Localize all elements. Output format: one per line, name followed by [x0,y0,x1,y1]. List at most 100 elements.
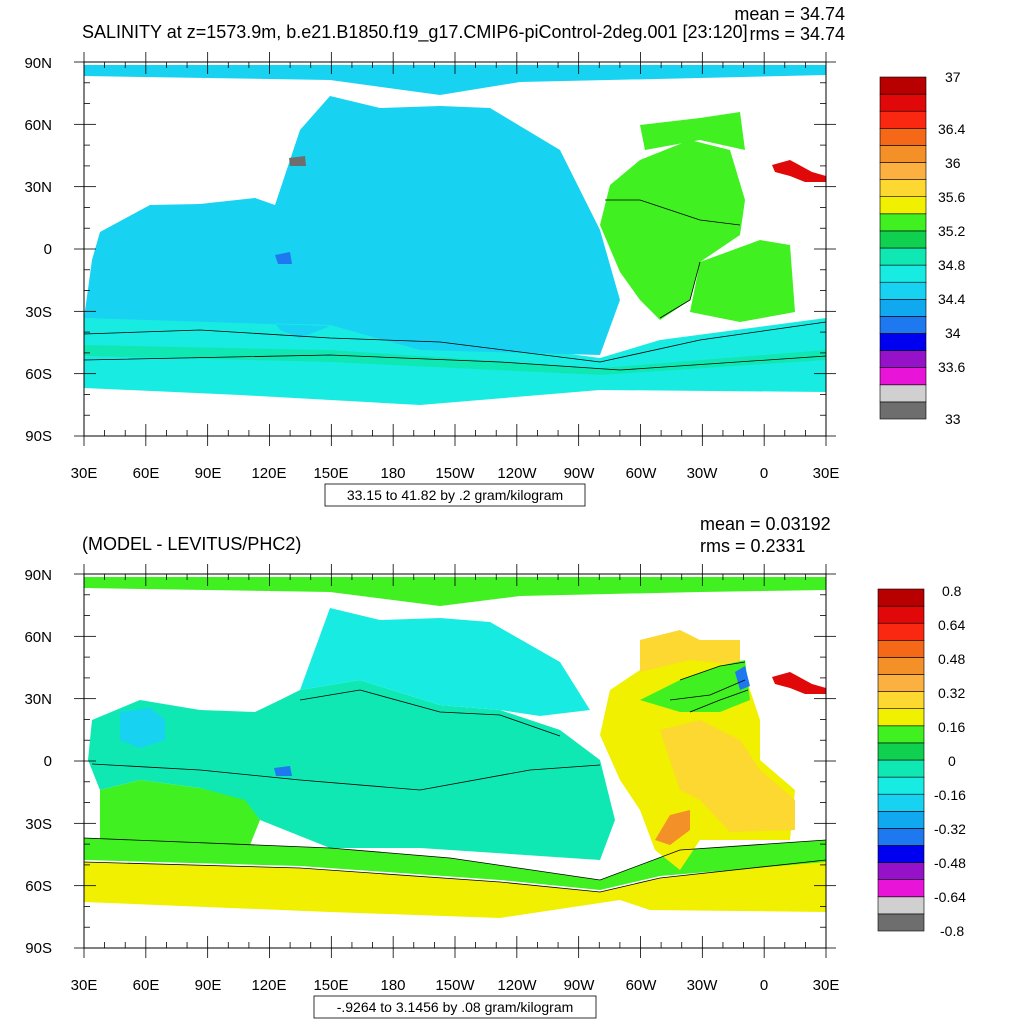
bottom-colorbar-swatch [877,622,925,641]
top-range-box [324,483,586,507]
bottom-y-label: 0 [44,753,52,770]
bottom-x-label: 90E [195,977,222,994]
bottom-colorbar-label: 0 [948,753,956,769]
top-colorbar-swatch [879,247,927,266]
top-colorbar-swatch [879,367,927,386]
bottom-colorbar [877,588,925,932]
bottom-colorbar-label: -0.32 [934,821,966,837]
bottom-x-label: 120E [251,977,286,994]
bottom-x-label: 120W [497,977,537,994]
bottom-colorbar-swatch [877,862,925,880]
bottom-colorbar-swatch [877,759,925,778]
bottom-colorbar-label: -0.64 [934,889,966,905]
bottom-colorbar-swatch [877,810,925,829]
bottom-colorbar-labels: 0.8 0.64 0.48 0.32 0.16 0 -0.16 -0.32 -0… [934,583,966,939]
bottom-colorbar-swatch [877,588,925,607]
bottom-range-label: -.9264 to 3.1456 by .08 gram/kilogram [337,999,574,1015]
top-x-label: 150W [435,465,475,482]
bottom-colorbar-label: 0.64 [938,617,965,633]
top-colorbar-label: 33.6 [938,359,965,375]
top-colorbar-label: 35.2 [938,223,965,239]
top-x-label: 120W [497,465,537,482]
top-colorbar-label: 35.6 [938,189,965,205]
top-range-label: 33.15 to 41.82 by .2 gram/kilogram [347,487,563,503]
bottom-colorbar-swatch [877,708,925,727]
bottom-rms-label: rms = 0.2331 [700,536,806,556]
top-colorbar-swatch [879,281,927,300]
bottom-x-label: 150E [313,977,348,994]
top-y-label: 30N [24,179,52,196]
top-y-label: 30S [25,304,52,321]
bottom-contour-3 [83,859,827,893]
top-rms-label: rms = 34.74 [749,24,845,44]
bottom-colorbar-swatch [877,879,925,898]
bottom-colorbar-swatch [877,776,925,795]
top-colorbar-swatch [879,179,927,198]
top-colorbar-label: 33 [945,411,961,427]
bottom-y-label: 60S [25,878,52,895]
bottom-colorbar-label: -0.8 [940,923,964,939]
bottom-x-label: 60W [626,977,658,994]
bottom-colorbar-swatch [877,742,925,761]
bottom-colorbar-label: 0.16 [938,719,965,735]
bottom-colorbar-label: 0.8 [942,583,962,599]
top-colorbar-labels: 37 36.4 36 35.6 35.2 34.8 34.4 34 33.6 3… [938,69,965,427]
bottom-map [83,573,827,949]
bottom-north-pacific-cyan [300,608,590,716]
top-colorbar-swatch [879,230,927,249]
bottom-y-label: 30N [24,691,52,708]
top-y-axis: 90N 60N 30N 0 30S 60S 90S [24,55,836,445]
bottom-colorbar-label: 0.48 [938,651,965,667]
top-colorbar-swatch [879,196,927,215]
top-panel: SALINITY at z=1573.9m, b.e21.B1850.f19_g… [24,4,965,507]
bottom-mediterranean [772,672,826,694]
bottom-atlantic-orange [660,720,795,832]
bottom-mean-label: mean = 0.03192 [700,514,831,534]
bottom-title: (MODEL - LEVITUS/PHC2) [82,534,301,554]
top-indonesia-patch [275,252,292,264]
bottom-colorbar-swatch [877,896,925,915]
top-colorbar-swatch [879,110,927,129]
top-x-label: 30E [813,465,840,482]
bottom-colorbar-swatch [877,793,925,812]
bottom-southern-ocean-green [84,838,826,890]
top-contour-3 [605,199,741,319]
top-x-label: 30E [71,465,98,482]
top-colorbar-swatch [879,145,927,163]
top-colorbar-swatch [879,384,927,403]
bottom-contour-1 [91,763,601,791]
top-x-label: 120E [251,465,286,482]
bottom-range-box [313,995,597,1019]
top-colorbar-swatch [879,128,927,146]
top-colorbar-label: 36 [945,155,961,171]
top-indo-pacific [84,96,620,355]
bottom-contour-4 [299,689,561,737]
top-colorbar-swatch [879,76,927,95]
top-x-axis: 30E 60E 90E 120E 150E 180 150W 120W 90W … [71,52,840,482]
top-contour-2 [83,354,827,371]
top-x-label: 150E [313,465,348,482]
top-colorbar-swatch [879,264,927,283]
bottom-gulf-stream-core [735,666,750,690]
bottom-y-label: 90N [24,567,52,584]
top-colorbar-swatch [879,213,927,232]
top-y-label: 60S [25,366,52,383]
top-colorbar-swatch [879,93,927,112]
bottom-colorbar-swatch [877,828,925,846]
top-colorbar-label: 37 [945,69,961,85]
bottom-atlantic-subpolar-orange [640,630,740,672]
bottom-colorbar-swatch [877,691,925,709]
bottom-colorbar-swatch [877,674,925,692]
top-y-label: 60N [24,117,52,134]
bottom-y-label: 30S [25,816,52,833]
top-contour-1 [83,321,827,363]
top-colorbar-swatch [879,298,927,317]
bottom-colorbar-swatch [877,657,925,675]
bottom-y-label: 60N [24,629,52,646]
bottom-contour-5 [669,661,749,713]
top-x-label: 0 [760,465,768,482]
top-x-label: 30W [687,465,719,482]
top-title: SALINITY at z=1573.9m, b.e21.B1850.f19_g… [82,22,748,43]
top-colorbar-swatch [879,333,927,351]
